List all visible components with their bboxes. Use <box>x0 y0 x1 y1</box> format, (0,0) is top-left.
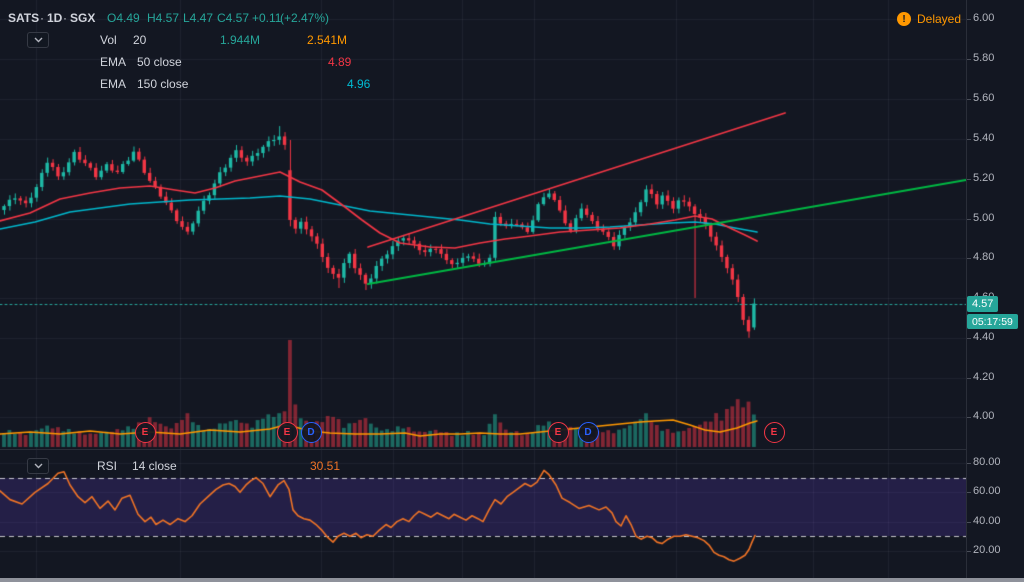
price-axis[interactable]: 6.005.805.605.405.205.004.804.604.404.20… <box>966 0 1024 578</box>
axis-tick-label: 4.80 <box>967 251 994 263</box>
axis-tick-label: 5.00 <box>967 212 994 224</box>
chevron-down-icon <box>34 37 43 43</box>
price-change: +0.11 <box>252 11 282 25</box>
volume-length: 20 <box>133 33 147 47</box>
dividend-marker[interactable]: D <box>300 422 322 443</box>
ema150-value: 4.96 <box>347 77 371 91</box>
rsi-value: 30.51 <box>310 459 341 473</box>
ohlc-low: L4.47 <box>183 11 214 25</box>
last-price-badge: 4.57 <box>967 296 999 312</box>
time-axis-edge <box>0 578 1024 582</box>
ohlc-high: H4.57 <box>147 11 180 25</box>
axis-tick-label: 6.00 <box>967 12 994 24</box>
price-change-percent: (+2.47%) <box>280 11 330 25</box>
rsi-params: 14 close <box>132 459 177 473</box>
earnings-marker[interactable]: E <box>547 422 569 443</box>
earnings-marker[interactable]: E <box>763 422 785 443</box>
axis-tick-label: 4.20 <box>967 371 994 383</box>
ohlc-close: C4.57 <box>217 11 250 25</box>
volume-title: Vol <box>100 33 117 47</box>
symbol-name[interactable]: SATS <box>8 11 40 25</box>
rsi-collapse-button[interactable] <box>27 458 49 474</box>
volume-ma-value: 2.541M <box>307 33 348 47</box>
axis-tick-label: 60.00 <box>967 485 1001 497</box>
ema150-params: 150 close <box>137 77 189 91</box>
pane-separator[interactable] <box>0 449 1024 450</box>
ohlc-open: O4.49 <box>107 11 140 25</box>
axis-tick-label: 5.60 <box>967 92 994 104</box>
rsi-pane-canvas[interactable] <box>0 450 966 578</box>
bar-countdown-badge: 05:17:59 <box>967 314 1018 329</box>
ema50-params: 50 close <box>137 55 182 69</box>
axis-tick-label: 5.80 <box>967 52 994 64</box>
ema150-title: EMA <box>100 77 127 91</box>
axis-tick-label: 40.00 <box>967 515 1001 527</box>
ema50-value: 4.89 <box>328 55 352 69</box>
axis-tick-label: 4.00 <box>967 410 994 422</box>
earnings-marker[interactable]: E <box>134 422 156 443</box>
axis-tick-label: 80.00 <box>967 456 1001 468</box>
separator-dot: · <box>40 11 44 25</box>
axis-tick-label: 5.40 <box>967 132 994 144</box>
price-chart-canvas[interactable] <box>0 0 966 450</box>
axis-tick-label: 4.40 <box>967 331 994 343</box>
axis-tick-label: 5.20 <box>967 172 994 184</box>
separator-dot: · <box>63 11 67 25</box>
delayed-data-badge[interactable]: ! Delayed <box>897 11 961 27</box>
dividend-marker[interactable]: D <box>577 422 599 443</box>
delayed-warning-icon: ! <box>897 12 911 26</box>
axis-tick-label: 20.00 <box>967 544 1001 556</box>
delayed-label: Delayed <box>917 12 962 26</box>
ema50-title: EMA <box>100 55 127 69</box>
chevron-down-icon <box>34 463 43 469</box>
volume-value: 1.944M <box>220 33 261 47</box>
legend-collapse-button[interactable] <box>27 32 49 48</box>
exchange-label[interactable]: SGX <box>70 11 96 25</box>
interval-label[interactable]: 1D <box>47 11 63 25</box>
earnings-marker[interactable]: E <box>276 422 298 443</box>
rsi-title: RSI <box>97 459 118 473</box>
